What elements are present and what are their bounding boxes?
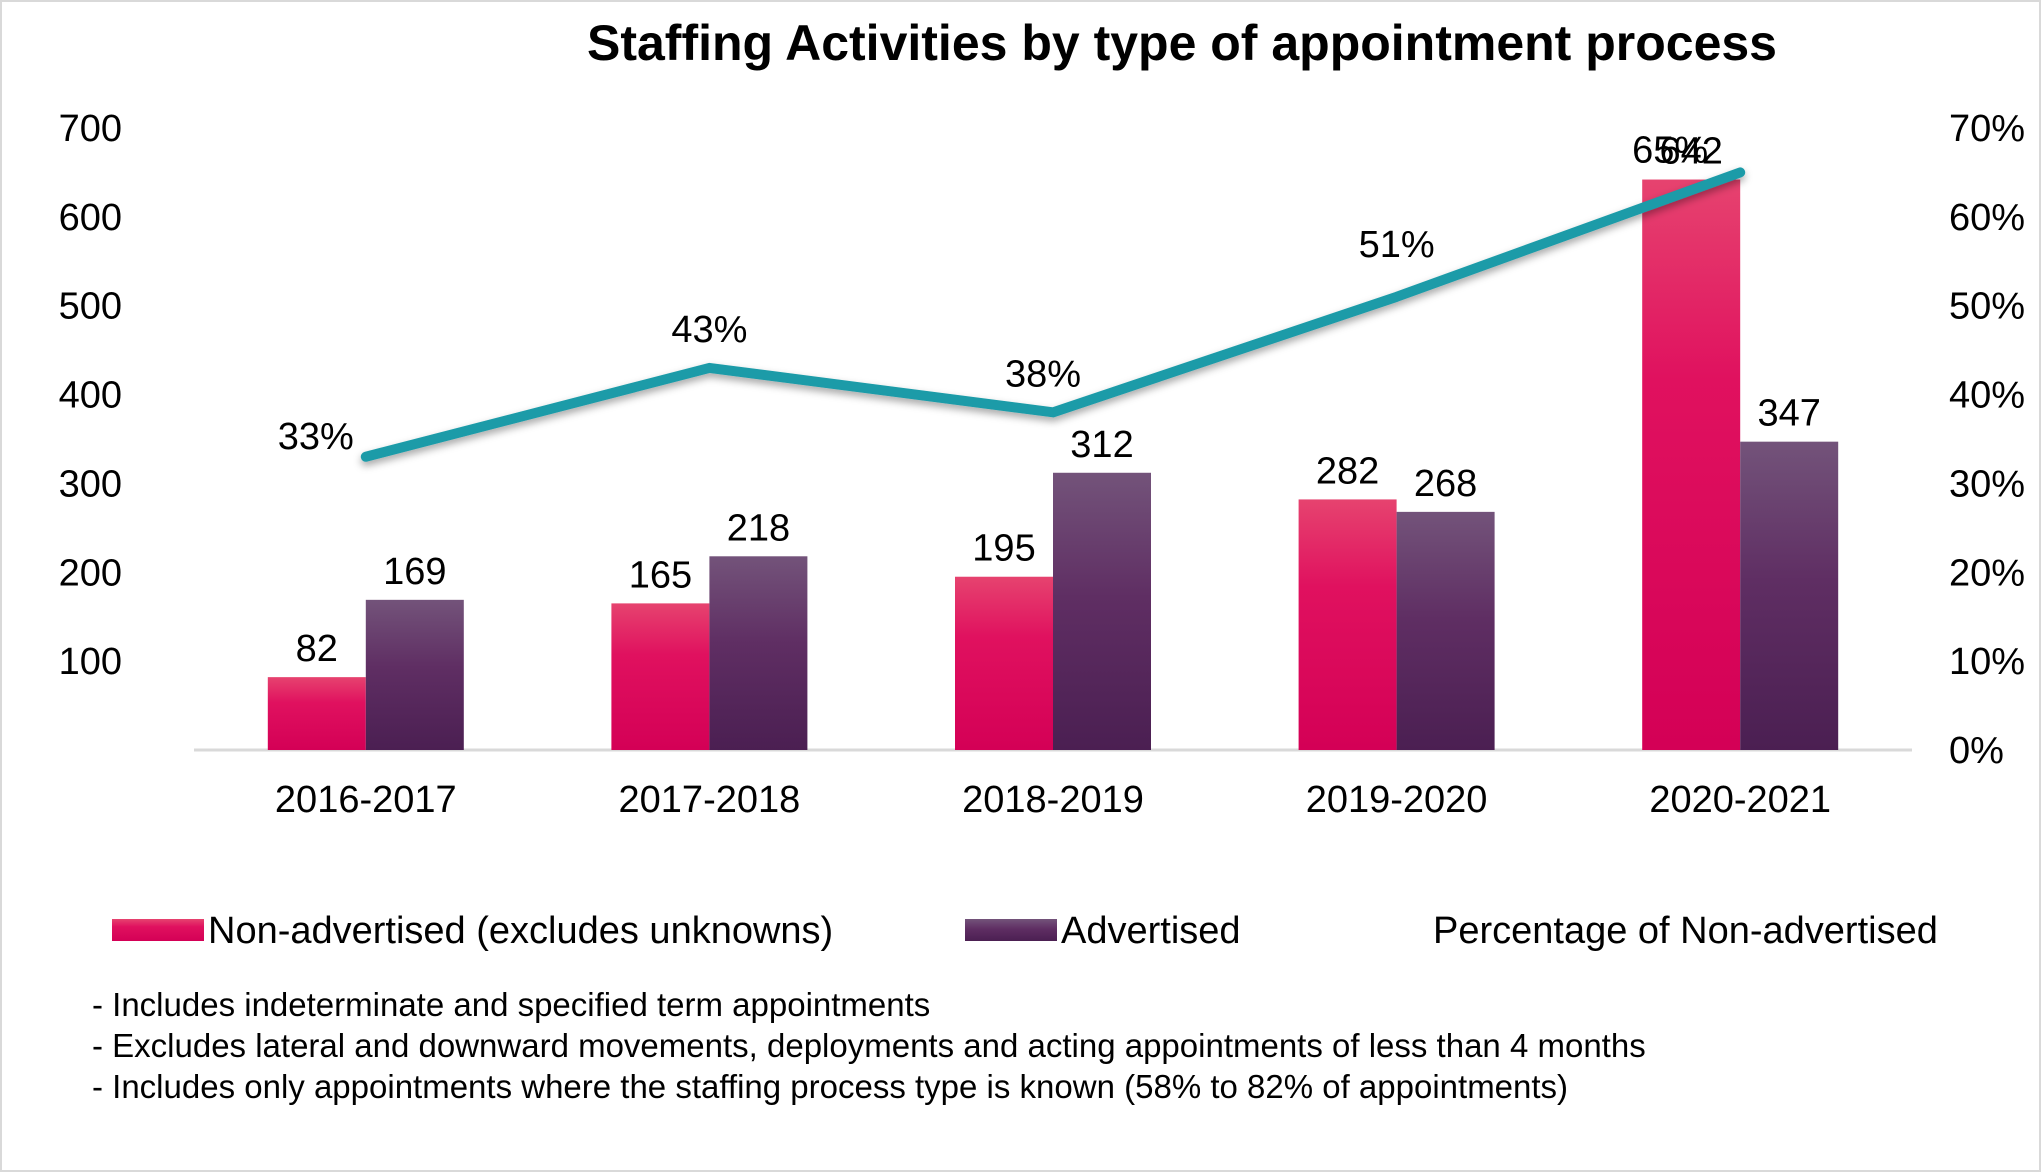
legend: Non-advertised (excludes unknowns) Advert…	[112, 910, 1938, 952]
chart-notes: - Includes indeterminate and specified t…	[92, 986, 1646, 1105]
right-axis-ticks: 0% 10% 20% 30% 40% 50% 60% 70%	[1949, 108, 2025, 772]
percentage-line-layer	[360, 167, 1746, 462]
bar-non-advertised	[611, 603, 710, 750]
chart-title: Staffing Activities by type of appointme…	[587, 15, 1777, 71]
bar-label-advertised: 312	[1070, 424, 1133, 466]
right-axis-tick-label: 30%	[1949, 463, 2025, 505]
x-axis-tick-label: 2017-2018	[619, 779, 801, 821]
bar-label-non-advertised: 282	[1316, 450, 1379, 492]
x-axis-tick-label: 2020-2021	[1649, 779, 1831, 821]
note-line: - Includes indeterminate and specified t…	[92, 986, 930, 1023]
legend-label: Non-advertised (excludes unknowns)	[208, 910, 833, 952]
right-axis-tick-label: 0%	[1949, 730, 2004, 772]
left-axis-ticks: 100 200 300 400 500 600 700	[59, 108, 122, 683]
left-axis-tick-label: 500	[59, 286, 122, 328]
legend-label: Percentage of Non-advertised	[1433, 910, 1938, 952]
left-axis-tick-label: 200	[59, 552, 122, 594]
percentage-point-label: 38%	[1005, 353, 1081, 395]
left-axis-tick-label: 700	[59, 108, 122, 150]
right-axis-tick-label: 20%	[1949, 552, 2025, 594]
bar-advertised	[1053, 472, 1151, 750]
legend-swatch-non-advertised	[112, 919, 204, 941]
percentage-point-label: 51%	[1359, 224, 1435, 266]
x-axis-tick-label: 2016-2017	[275, 779, 457, 821]
x-axis-tick-label: 2019-2020	[1306, 779, 1488, 821]
legend-swatch-advertised	[965, 919, 1057, 941]
right-axis-tick-label: 10%	[1949, 641, 2025, 683]
right-axis-tick-label: 60%	[1949, 197, 2025, 239]
left-axis-tick-label: 600	[59, 197, 122, 239]
legend-label: Advertised	[1061, 910, 1241, 952]
left-axis-tick-label: 400	[59, 375, 122, 417]
note-line: - Excludes lateral and downward movement…	[92, 1027, 1646, 1064]
bar-advertised	[1740, 441, 1839, 750]
bar-non-advertised	[267, 677, 366, 750]
left-axis-tick-label: 300	[59, 463, 122, 505]
right-axis-tick-label: 70%	[1949, 108, 2025, 150]
right-axis-tick-label: 40%	[1949, 375, 2025, 417]
bar-non-advertised	[1642, 179, 1741, 751]
bar-marks	[267, 179, 1839, 751]
bar-advertised	[1396, 511, 1495, 750]
right-axis-tick-label: 50%	[1949, 286, 2025, 328]
bar-non-advertised	[1298, 499, 1397, 750]
bar-label-advertised: 218	[727, 507, 790, 549]
left-axis-tick-label: 100	[59, 641, 122, 683]
bar-label-advertised: 347	[1757, 393, 1820, 435]
percentage-point-label: 33%	[278, 416, 354, 458]
percentage-data-labels: 33% 43% 38% 51% 65%	[278, 129, 1708, 457]
bar-label-advertised: 268	[1414, 463, 1477, 505]
percentage-point-label: 43%	[671, 309, 747, 351]
bar-label-non-advertised: 642	[1659, 131, 1722, 173]
x-axis-tick-labels: 2016-2017 2017-2018 2018-2019 2019-2020 2020…	[275, 779, 1831, 821]
percentage-line	[360, 167, 1746, 462]
bar-label-non-advertised: 82	[296, 628, 338, 670]
bar-advertised	[709, 556, 808, 750]
bar-label-non-advertised: 195	[972, 528, 1035, 570]
x-axis-tick-label: 2018-2019	[962, 779, 1144, 821]
percentage-point-label: 65%	[1632, 129, 1708, 171]
note-line: - Includes only appointments where the s…	[92, 1068, 1568, 1105]
bar-label-non-advertised: 165	[629, 554, 692, 596]
bar-advertised	[365, 599, 464, 750]
bar-non-advertised	[955, 576, 1053, 750]
bar-label-advertised: 169	[383, 551, 446, 593]
bar-data-labels: 82 169 165 218 195 312 282 268 642 347	[296, 131, 1821, 671]
